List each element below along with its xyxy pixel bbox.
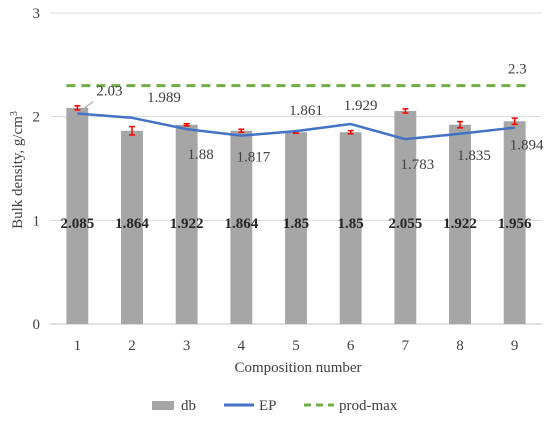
bar-value-labels: 2.085 1.864 1.922 1.864 1.85 1.85 2.055 1.922 1.… xyxy=(60,216,532,232)
x-tick-label: 1 xyxy=(74,338,82,354)
y-tick-label: 0 xyxy=(33,317,41,333)
x-axis-ticks: 1 2 3 4 5 6 7 8 9 xyxy=(74,338,519,354)
legend-label-prod-max: prod-max xyxy=(339,398,398,414)
bar-value-label: 1.864 xyxy=(115,216,149,232)
legend-label-ep: EP xyxy=(259,398,277,414)
y-tick-label: 3 xyxy=(33,6,41,22)
x-tick-label: 9 xyxy=(511,338,519,354)
error-bar xyxy=(457,120,463,129)
bar-db xyxy=(339,132,362,324)
bar-db xyxy=(175,124,198,324)
legend: db EP prod-max xyxy=(152,398,398,414)
prod-max-value-label: 2.3 xyxy=(508,62,527,78)
ep-value-label: 2.03 xyxy=(96,84,122,100)
bar-db xyxy=(503,121,526,324)
prod-max-series: 2.3 xyxy=(66,62,527,88)
x-axis-title: Composition number xyxy=(234,360,361,376)
bar-value-label: 1.85 xyxy=(338,216,364,232)
error-bar xyxy=(238,128,245,134)
error-bar xyxy=(74,105,81,111)
x-tick-label: 7 xyxy=(402,338,410,354)
ep-value-labels: 2.03 1.989 1.88 1.817 1.861 1.929 1.783 1.835 1.… xyxy=(81,84,544,173)
error-bars xyxy=(74,105,518,136)
legend-label-db: db xyxy=(181,398,196,414)
bar-value-label: 2.055 xyxy=(388,216,422,232)
error-bar xyxy=(347,129,354,135)
x-tick-label: 8 xyxy=(456,338,464,354)
x-tick-label: 3 xyxy=(183,338,191,354)
ep-value-label: 1.88 xyxy=(188,147,214,163)
bar-db xyxy=(66,107,89,324)
x-tick-label: 4 xyxy=(238,338,246,354)
ep-value-label: 1.929 xyxy=(344,98,378,114)
bar-db xyxy=(285,132,307,324)
bar-value-label: 1.864 xyxy=(224,216,258,232)
bar-db xyxy=(121,130,143,324)
bar-db xyxy=(230,130,253,324)
error-bar xyxy=(511,117,518,126)
ep-value-label: 1.894 xyxy=(510,138,544,154)
bars-db xyxy=(66,107,526,324)
ep-value-label: 1.817 xyxy=(236,150,270,166)
ep-series xyxy=(77,112,515,141)
error-bar xyxy=(183,122,190,127)
bar-value-label: 2.085 xyxy=(60,216,94,232)
y-tick-label: 1 xyxy=(33,213,41,229)
y-tick-label: 2 xyxy=(33,110,41,126)
bar-db xyxy=(394,110,417,324)
x-tick-label: 6 xyxy=(347,338,355,354)
error-bar xyxy=(129,125,135,136)
ep-value-label: 1.989 xyxy=(147,90,181,106)
bar-value-label: 1.956 xyxy=(498,216,532,232)
bar-db xyxy=(449,124,471,324)
bar-value-label: 1.922 xyxy=(170,216,204,232)
y-axis-title: Bulk density, g/cm3 xyxy=(9,111,27,229)
legend-swatch-db xyxy=(152,401,174,410)
x-tick-label: 2 xyxy=(128,338,136,354)
ep-value-label: 1.783 xyxy=(400,157,434,173)
y-axis-ticks: 0 1 2 3 xyxy=(33,6,41,333)
ep-value-label: 1.835 xyxy=(457,148,491,164)
ep-value-label: 1.861 xyxy=(289,103,323,119)
ep-label-leader xyxy=(81,101,94,111)
bar-value-label: 1.85 xyxy=(283,216,309,232)
x-tick-label: 5 xyxy=(292,338,300,354)
bar-value-label: 1.922 xyxy=(443,216,477,232)
ep-line xyxy=(77,112,515,141)
error-bar xyxy=(402,108,409,114)
